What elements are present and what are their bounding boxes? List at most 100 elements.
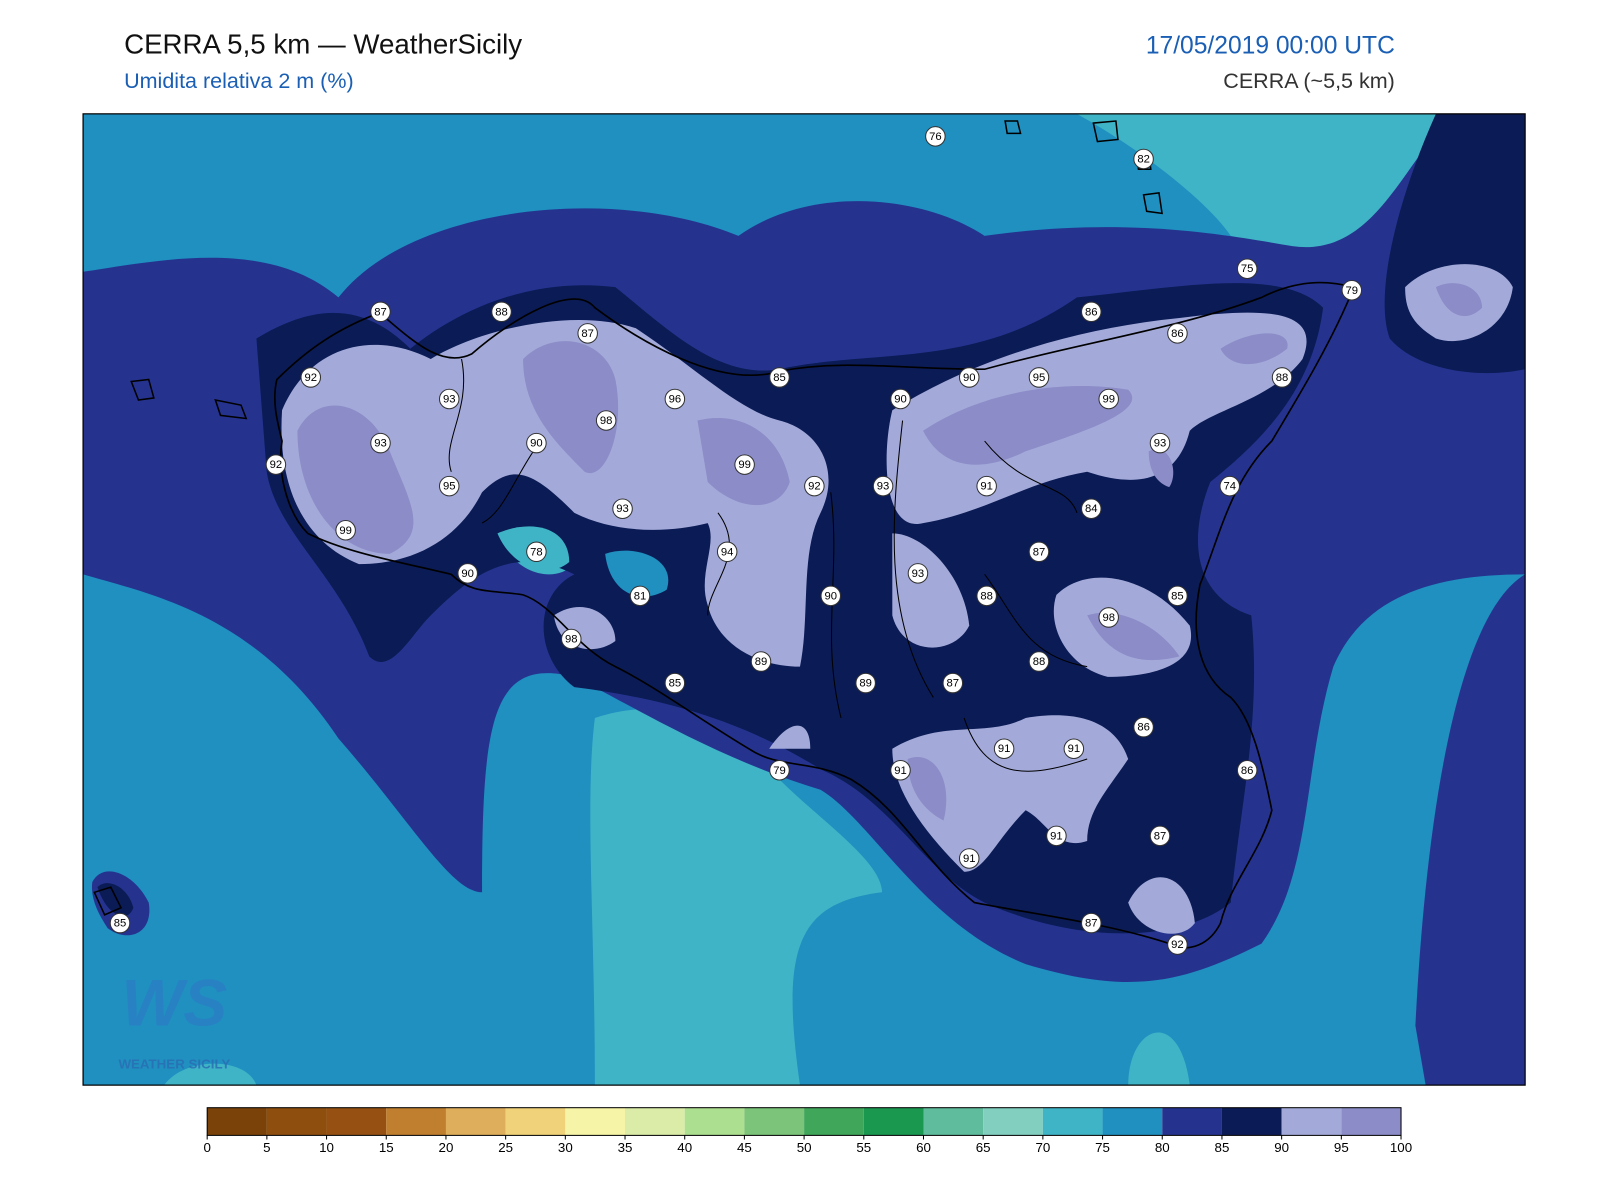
station-value: 87 bbox=[1085, 918, 1098, 930]
colorbar-tick-label: 55 bbox=[856, 1140, 871, 1155]
station-value: 98 bbox=[565, 633, 578, 645]
station-value: 86 bbox=[1171, 328, 1184, 340]
station-value: 86 bbox=[1241, 765, 1254, 777]
station-value: 98 bbox=[1102, 612, 1115, 624]
station-marker bbox=[890, 388, 911, 410]
station-value: 90 bbox=[530, 438, 543, 450]
station-marker bbox=[491, 301, 512, 323]
station-marker bbox=[855, 672, 876, 694]
logo-text: WEATHER SICILY bbox=[118, 1057, 230, 1072]
station-value: 88 bbox=[1276, 372, 1289, 384]
station-value: 94 bbox=[721, 546, 734, 558]
colorbar-segment bbox=[744, 1107, 805, 1136]
station-marker bbox=[769, 367, 790, 388]
station-marker bbox=[612, 498, 633, 519]
station-marker bbox=[629, 585, 651, 607]
station-value: 86 bbox=[1137, 722, 1150, 734]
station-marker bbox=[1271, 367, 1293, 388]
station-value: 85 bbox=[1171, 590, 1184, 602]
station-marker bbox=[958, 367, 980, 388]
station-marker bbox=[890, 759, 911, 781]
station-marker bbox=[958, 848, 980, 869]
station-value: 88 bbox=[495, 306, 508, 318]
station-marker bbox=[734, 454, 755, 475]
station-value: 87 bbox=[581, 328, 594, 340]
colorbar-tick-label: 15 bbox=[379, 1140, 394, 1155]
station-marker bbox=[561, 628, 582, 650]
station-value: 92 bbox=[305, 372, 318, 384]
station-marker bbox=[595, 410, 617, 431]
station-marker bbox=[457, 563, 478, 584]
colorbar-segment bbox=[266, 1107, 327, 1136]
field-95-100 bbox=[297, 283, 1483, 821]
colorbar-tick-label: 45 bbox=[737, 1140, 752, 1155]
colorbar-segment bbox=[1162, 1107, 1222, 1136]
station-value: 91 bbox=[1050, 830, 1063, 842]
station-marker bbox=[265, 454, 287, 475]
station-value: 79 bbox=[1346, 285, 1359, 297]
colorbar-tick-label: 5 bbox=[263, 1140, 270, 1155]
station-marker bbox=[1046, 825, 1067, 847]
colorbar-tick-label: 40 bbox=[677, 1140, 692, 1155]
station-value: 98 bbox=[600, 415, 613, 427]
station-value: 81 bbox=[634, 590, 647, 602]
station-value: 92 bbox=[270, 459, 283, 471]
colorbar-segment bbox=[207, 1107, 267, 1136]
station-marker bbox=[1081, 498, 1102, 519]
colorbar-segment bbox=[505, 1107, 566, 1136]
station-value: 93 bbox=[1154, 438, 1167, 450]
station-value: 93 bbox=[877, 481, 890, 493]
station-marker bbox=[1133, 716, 1154, 738]
station-marker bbox=[769, 759, 790, 781]
station-value: 93 bbox=[912, 568, 925, 580]
station-value: 85 bbox=[114, 918, 127, 930]
station-marker bbox=[1149, 825, 1171, 847]
colorbar-segment bbox=[1341, 1107, 1402, 1136]
station-marker bbox=[438, 475, 460, 497]
colorbar-tick-label: 35 bbox=[618, 1140, 633, 1155]
colorbar-segment bbox=[863, 1107, 924, 1136]
colorbar-segment bbox=[923, 1107, 984, 1136]
station-value: 90 bbox=[825, 590, 838, 602]
colorbar-tick-label: 25 bbox=[498, 1140, 513, 1155]
station-marker bbox=[1081, 301, 1102, 323]
colorbar-tick-label: 50 bbox=[797, 1140, 812, 1155]
station-marker bbox=[942, 672, 964, 694]
station-marker bbox=[976, 475, 997, 497]
station-marker bbox=[1028, 541, 1050, 563]
station-value: 89 bbox=[859, 678, 872, 690]
colorbar-segment bbox=[326, 1107, 387, 1136]
station-marker bbox=[577, 323, 598, 344]
station-marker bbox=[993, 738, 1015, 759]
station-value: 93 bbox=[374, 438, 387, 450]
station-marker bbox=[1167, 585, 1188, 607]
station-marker bbox=[1081, 912, 1102, 934]
station-value: 96 bbox=[669, 393, 682, 405]
station-value: 79 bbox=[773, 765, 786, 777]
colorbar-tick-label: 0 bbox=[203, 1140, 210, 1155]
colorbar-segment bbox=[1281, 1107, 1342, 1136]
colorbar: 0 5 10 15 20 25 30 35 40 45 50 55 60 65 70 75 80 85 90 95 10… bbox=[203, 1107, 1412, 1155]
station-marker bbox=[438, 388, 460, 410]
station-value: 99 bbox=[738, 459, 751, 471]
station-value: 92 bbox=[1171, 939, 1184, 951]
map bbox=[83, 113, 1526, 1086]
station-value: 88 bbox=[980, 590, 993, 602]
station-marker bbox=[804, 475, 825, 497]
station-marker bbox=[1028, 367, 1050, 388]
station-marker bbox=[1236, 258, 1258, 279]
stations: 76 82 75 79 87 88 87 86 86 92 93 96 85 90 90 95 99 88 93 98… bbox=[109, 126, 1363, 955]
station-value: 99 bbox=[339, 525, 352, 537]
station-value: 87 bbox=[1033, 546, 1046, 558]
station-marker bbox=[1219, 475, 1240, 497]
station-marker bbox=[664, 672, 686, 694]
colorbar-tick-label: 80 bbox=[1155, 1140, 1170, 1155]
station-value: 88 bbox=[1033, 656, 1046, 668]
station-value: 90 bbox=[963, 372, 976, 384]
station-marker bbox=[1098, 607, 1119, 628]
station-value: 76 bbox=[929, 131, 942, 143]
station-value: 75 bbox=[1241, 263, 1254, 275]
station-marker bbox=[664, 388, 686, 410]
coastline bbox=[274, 281, 1355, 949]
station-marker bbox=[370, 301, 391, 323]
